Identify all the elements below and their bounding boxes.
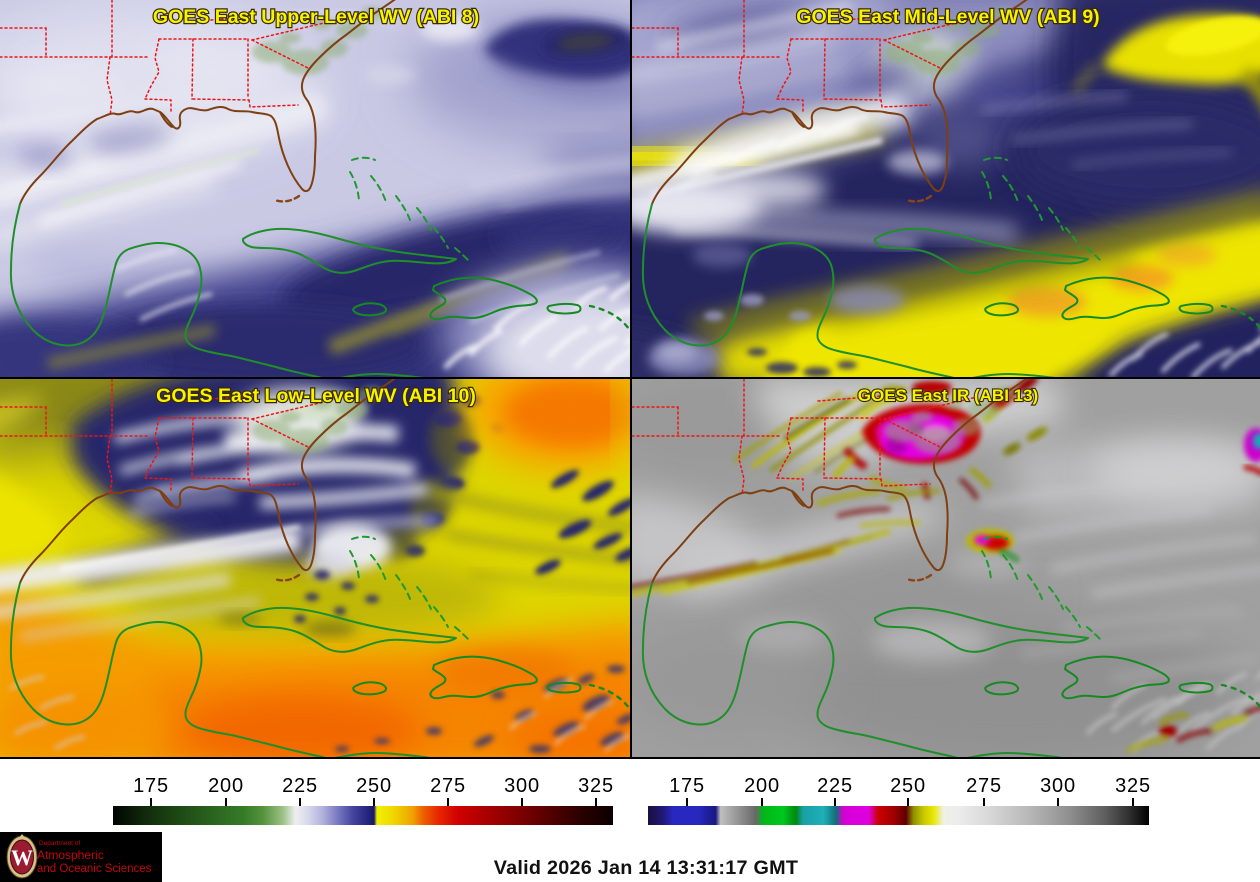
svg-text:and Oceanic Sciences: and Oceanic Sciences: [37, 863, 152, 875]
svg-text:GOES East Mid-Level WV (ABI 9): GOES East Mid-Level WV (ABI 9): [796, 6, 1099, 28]
svg-text:GOES East Upper-Level WV (ABI: GOES East Upper-Level WV (ABI 8): [153, 6, 479, 28]
svg-text:GOES East IR (ABI 13): GOES East IR (ABI 13): [858, 386, 1038, 405]
svg-text:Department of: Department of: [39, 840, 80, 847]
svg-text:Atmospheric: Atmospheric: [37, 848, 104, 862]
svg-text:W: W: [11, 845, 33, 870]
svg-text:GOES East Low-Level WV (ABI 10: GOES East Low-Level WV (ABI 10): [156, 385, 476, 407]
